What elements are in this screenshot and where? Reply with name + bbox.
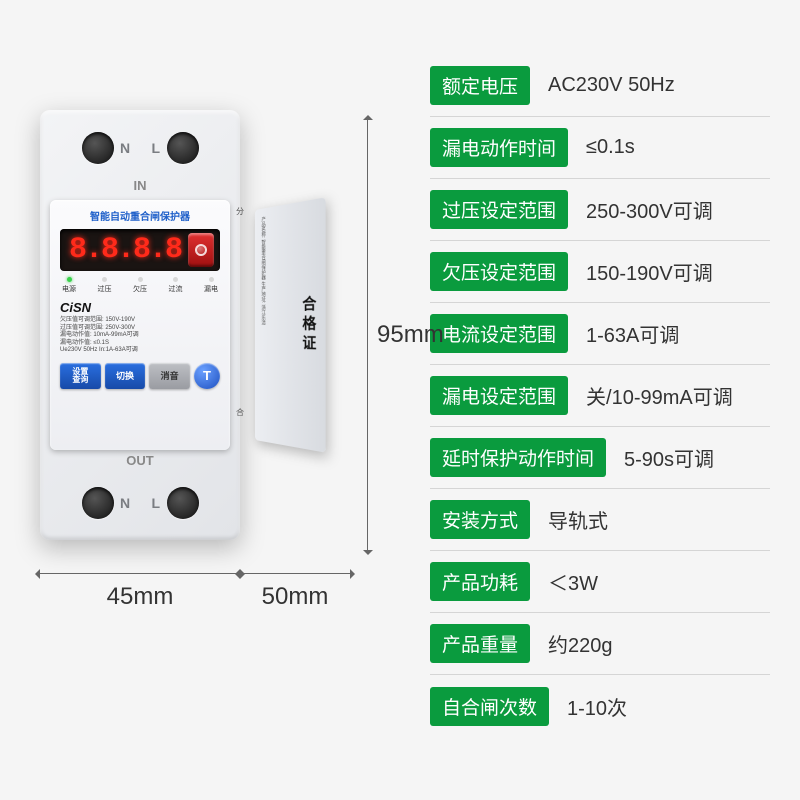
spec-key: 延时保护动作时间 — [430, 438, 606, 477]
spec-row: 电流设定范围 1-63A可调 — [430, 303, 770, 365]
io-in-label: IN — [134, 178, 147, 193]
mute-button[interactable]: 消音 — [149, 363, 190, 389]
led-item: 过压 — [98, 277, 112, 294]
spec-key: 欠压设定范围 — [430, 252, 568, 291]
spec-row: 产品重量约220g — [430, 613, 770, 675]
dimension-depth: 50mm — [240, 565, 350, 605]
dim-height-value: 95mm — [377, 321, 444, 349]
infographic-root: N L IN 分 合 智能自动重合闸保护器 8.8.8.8 电源 — [0, 0, 800, 800]
spec-value: 250-300V可调 — [586, 195, 713, 224]
spec-value: 1-10次 — [567, 692, 627, 721]
device-body: N L IN 分 合 智能自动重合闸保护器 8.8.8.8 电源 — [40, 110, 240, 540]
face-spec-lines: 欠压值可调范围: 150V-190V 过压值可调范围: 250V-300V 漏电… — [60, 317, 220, 355]
terminal-hole — [167, 487, 199, 519]
side-certificate-label: 合格证 产品名称: 智能重合闸保护器 生产地址: 浙江乐清 — [255, 197, 326, 452]
spec-key: 产品重量 — [430, 624, 530, 663]
terminal-hole — [82, 132, 114, 164]
spec-value: 关/10-99mA可调 — [586, 381, 733, 410]
dim-line-icon — [240, 573, 350, 574]
led-item: 过流 — [169, 277, 183, 294]
spec-key: 自合闸次数 — [430, 687, 549, 726]
dim-line-icon — [40, 573, 240, 574]
spec-row: 安装方式导轨式 — [430, 489, 770, 551]
dimension-row: 45mm 50mm — [40, 565, 350, 605]
test-button[interactable]: T — [194, 363, 220, 389]
spec-table: 额定电压 AC230V 50Hz 漏电动作时间 ≤0.1s 过压设定范围 250-300V… — [410, 0, 800, 800]
spec-row: 欠压设定范围 150-190V可调 — [430, 241, 770, 303]
spec-key: 电流设定范围 — [430, 314, 568, 353]
spec-value: 150-190V可调 — [586, 257, 713, 286]
led-row: 电源 过压 欠压 过流 漏电 — [60, 277, 220, 294]
pin-close-label: 合 — [236, 407, 244, 418]
terminal-hole — [82, 487, 114, 519]
dim-line-icon — [367, 120, 368, 550]
led-item: 漏电 — [204, 277, 218, 294]
spec-key: 额定电压 — [430, 66, 530, 105]
spec-row: 漏电动作时间 ≤0.1s — [430, 117, 770, 179]
terminal-n-top: N — [120, 140, 130, 156]
terminal-l-bot: L — [151, 495, 160, 511]
power-icon — [195, 244, 207, 256]
power-rocker[interactable] — [188, 233, 214, 267]
spec-value: ＜3W — [548, 567, 598, 596]
product-pane: N L IN 分 合 智能自动重合闸保护器 8.8.8.8 电源 — [0, 0, 410, 800]
certificate-text: 合格证 — [299, 207, 319, 443]
brand-logo: CiSN — [60, 300, 220, 315]
spec-row: 延时保护动作时间 5-90s可调 — [430, 427, 770, 489]
button-row: 设置 查询 切换 消音 T — [60, 363, 220, 389]
dimension-height: 95mm — [355, 120, 395, 550]
terminals-top: N L — [40, 110, 240, 185]
spec-key: 安装方式 — [430, 500, 530, 539]
spec-value: 导轨式 — [548, 505, 608, 534]
dimension-width: 45mm — [40, 565, 240, 605]
terminal-hole — [167, 132, 199, 164]
switch-button[interactable]: 切换 — [105, 363, 146, 389]
spec-value: ≤0.1s — [586, 136, 635, 159]
spec-row: 产品功耗 ＜3W — [430, 551, 770, 613]
terminal-n-bot: N — [120, 495, 130, 511]
spec-value: 1-63A可调 — [586, 319, 679, 348]
settings-button[interactable]: 设置 查询 — [60, 363, 101, 389]
spec-key: 漏电动作时间 — [430, 128, 568, 167]
dim-depth-value: 50mm — [262, 583, 329, 610]
display-digits: 8.8.8.8 — [66, 233, 184, 267]
spec-row: 自合闸次数 1-10次 — [430, 675, 770, 737]
side-microprint: 产品名称: 智能重合闸保护器 生产地址: 浙江乐清 — [260, 216, 266, 434]
spec-row: 额定电压 AC230V 50Hz — [430, 55, 770, 117]
device-face-panel: 智能自动重合闸保护器 8.8.8.8 电源 过压 欠压 过流 漏电 CiSN — [50, 200, 230, 450]
spec-value: 5-90s可调 — [624, 443, 714, 472]
spec-key: 过压设定范围 — [430, 190, 568, 229]
spec-key: 产品功耗 — [430, 562, 530, 601]
pin-open-label: 分 — [236, 206, 244, 217]
device-title: 智能自动重合闸保护器 — [60, 208, 220, 223]
display-area: 8.8.8.8 — [60, 229, 220, 271]
terminals-bottom: N L — [40, 465, 240, 540]
spec-row: 漏电设定范围关/10-99mA可调 — [430, 365, 770, 427]
spec-key: 漏电设定范围 — [430, 376, 568, 415]
led-item: 欠压 — [133, 277, 147, 294]
led-item: 电源 — [62, 277, 76, 294]
spec-row: 过压设定范围 250-300V可调 — [430, 179, 770, 241]
dim-width-value: 45mm — [107, 583, 174, 610]
spec-value: AC230V 50Hz — [548, 74, 675, 97]
terminal-l-top: L — [151, 140, 160, 156]
spec-value: 约220g — [548, 629, 613, 658]
